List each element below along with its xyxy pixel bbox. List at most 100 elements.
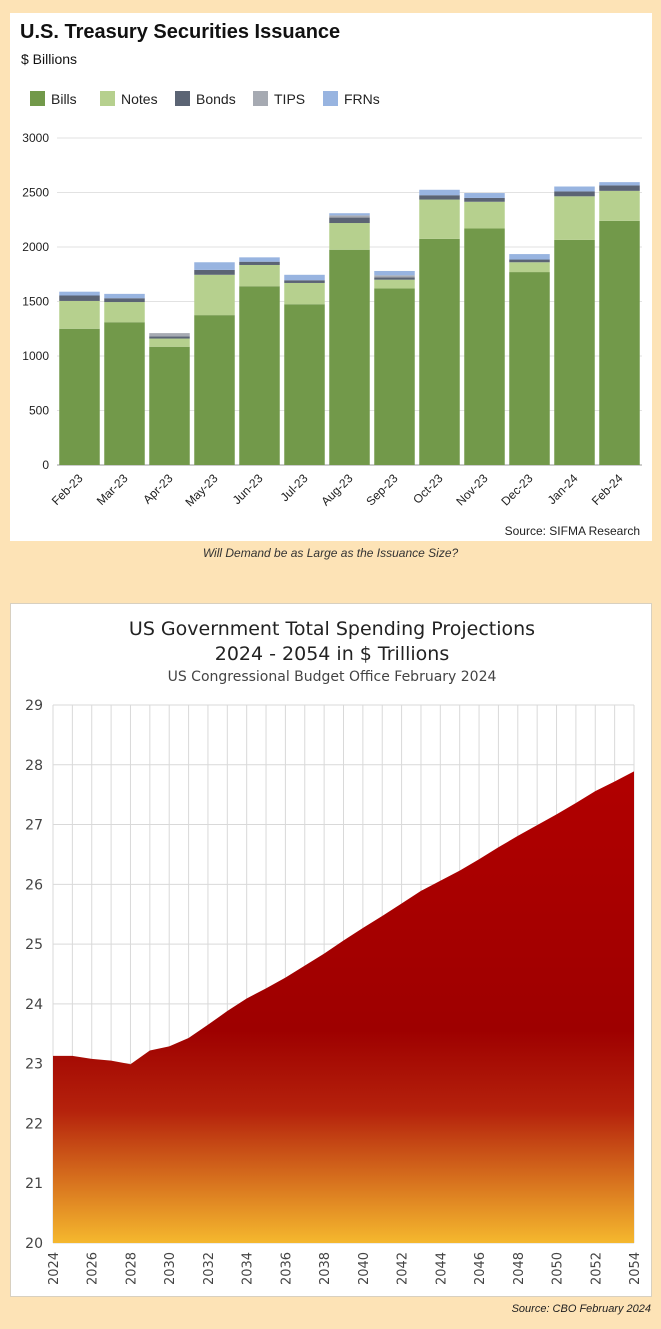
legend-swatch — [253, 91, 268, 106]
x-tick-label: 2050 — [551, 1252, 566, 1285]
bar-bills-aug-23 — [329, 249, 370, 465]
x-tick-label: Sep-23 — [363, 471, 400, 508]
y-tick-label: 2000 — [22, 240, 49, 254]
x-tick-label: 2024 — [47, 1252, 62, 1285]
legend-label: TIPS — [274, 91, 305, 107]
bar-frns-mar-23 — [104, 293, 145, 299]
bar-bonds-apr-23 — [149, 336, 190, 339]
source-note: Source: SIFMA Research — [505, 524, 640, 538]
x-tick-label: 2046 — [473, 1252, 488, 1285]
bar-bills-jan-24 — [554, 239, 595, 465]
bar-bonds-oct-23 — [419, 195, 460, 200]
legend-swatch — [175, 91, 190, 106]
bar-bonds-feb-24 — [599, 185, 640, 191]
y-tick-label: 24 — [25, 997, 43, 1013]
y-tick-label: 0 — [42, 458, 49, 472]
spending-area-chart: 20 21 22 23 24 25 26 27 28 29 2024 2026 2028 2030 2032… — [25, 698, 643, 1285]
legend-swatch — [30, 91, 45, 106]
spending-area — [53, 771, 634, 1243]
y-tick-label: 21 — [25, 1176, 43, 1192]
x-tick-label: May-23 — [182, 471, 220, 509]
x-tick-label: 2038 — [318, 1252, 333, 1285]
x-tick-label: 2042 — [396, 1252, 411, 1285]
x-tick-label: Aug-23 — [318, 471, 355, 508]
x-tick-label: 2048 — [512, 1252, 527, 1285]
x-tick-label: 2036 — [279, 1252, 294, 1285]
x-tick-label: 2026 — [86, 1252, 101, 1285]
x-tick-label: 2054 — [628, 1252, 643, 1285]
bar-bills-jul-23 — [284, 304, 325, 465]
caption: Will Demand be as Large as the Issuance … — [202, 546, 459, 560]
bar-bonds-jul-23 — [284, 280, 325, 283]
bar-bills-sep-23 — [374, 288, 415, 465]
x-tick-label: 2034 — [241, 1252, 256, 1285]
x-tick-label: Nov-23 — [453, 471, 490, 508]
legend-swatch — [323, 91, 338, 106]
x-tick-label: 2028 — [124, 1252, 139, 1285]
legend-label: Bills — [51, 91, 77, 107]
x-tick-label: Feb-23 — [49, 471, 86, 508]
x-tick-label: Apr-23 — [140, 471, 176, 507]
bar-bonds-jun-23 — [239, 261, 280, 265]
chart-title-line2: 2024 - 2054 in $ Trillions — [214, 643, 450, 665]
bar-bills-apr-23 — [149, 346, 190, 465]
legend-swatch — [100, 91, 115, 106]
y-tick-label: 27 — [25, 818, 43, 834]
y-tick-label: 23 — [25, 1057, 43, 1073]
x-tick-label: 2030 — [163, 1252, 178, 1285]
y-tick-label: 1500 — [22, 295, 49, 309]
x-tick-label: 2052 — [589, 1252, 604, 1285]
bar-notes-may-23 — [194, 274, 235, 316]
y-tick-label: 25 — [25, 937, 43, 953]
bar-frns-aug-23 — [329, 213, 370, 216]
x-tick-label: Dec-23 — [498, 471, 535, 508]
issuance-bar-chart: Bills Notes Bonds TIPS FRNs 0 500 1000 1500 2000 2… — [22, 91, 642, 538]
bar-tips-aug-23 — [329, 215, 370, 218]
x-tick-label: 2040 — [357, 1252, 372, 1285]
bar-bonds-dec-23 — [509, 259, 550, 263]
y-tick-label: 26 — [25, 877, 43, 893]
x-tick-label: 2044 — [434, 1252, 449, 1285]
y-tick-label: 1000 — [22, 349, 49, 363]
bar-notes-jul-23 — [284, 282, 325, 305]
bar-bonds-aug-23 — [329, 217, 370, 224]
bar-tips-apr-23 — [149, 333, 190, 337]
bar-notes-sep-23 — [374, 279, 415, 289]
bar-bills-may-23 — [194, 315, 235, 465]
bar-frns-may-23 — [194, 262, 235, 270]
y-tick-label: 29 — [25, 698, 43, 714]
bar-bills-feb-23 — [59, 328, 100, 465]
bar-notes-feb-24 — [599, 190, 640, 221]
bar-frns-dec-23 — [509, 254, 550, 260]
bar-bonds-mar-23 — [104, 298, 145, 303]
bar-bonds-jan-24 — [554, 191, 595, 197]
bar-notes-jan-24 — [554, 196, 595, 240]
bar-bills-mar-23 — [104, 322, 145, 465]
bar-bonds-nov-23 — [464, 197, 505, 202]
source-note: Source: CBO February 2024 — [511, 1303, 651, 1315]
bar-bills-nov-23 — [464, 228, 505, 465]
bar-frns-feb-24 — [599, 182, 640, 186]
spending-chart-panel: US Government Total Spending Projections… — [10, 603, 652, 1297]
y-tick-label: 20 — [25, 1236, 43, 1252]
bar-tips-sep-23 — [374, 275, 415, 278]
bar-frns-nov-23 — [464, 193, 505, 198]
bar-bonds-sep-23 — [374, 277, 415, 280]
bar-notes-jun-23 — [239, 264, 280, 287]
bar-frns-jan-24 — [554, 186, 595, 192]
x-tick-label: Feb-24 — [589, 471, 626, 508]
bar-frns-jun-23 — [239, 257, 280, 262]
x-tick-label: Jun-23 — [230, 471, 266, 507]
y-tick-label: 22 — [25, 1116, 43, 1132]
chart-title: US Government Total Spending Projections — [128, 618, 536, 640]
bar-notes-apr-23 — [149, 338, 190, 347]
bar-bonds-may-23 — [194, 269, 235, 275]
bar-bills-oct-23 — [419, 238, 460, 465]
chart-subtitle: US Congressional Budget Office February … — [167, 669, 497, 685]
bar-notes-feb-23 — [59, 300, 100, 329]
bar-frns-feb-23 — [59, 291, 100, 296]
bar-bills-jun-23 — [239, 286, 280, 465]
legend-label: Bonds — [196, 91, 236, 107]
x-tick-label: Mar-23 — [94, 471, 131, 508]
legend-label: Notes — [121, 91, 158, 107]
